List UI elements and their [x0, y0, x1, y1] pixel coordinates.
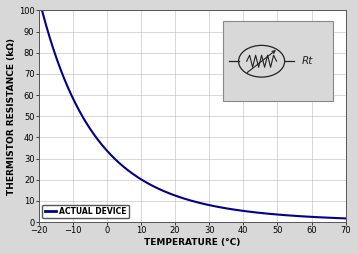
X-axis label: TEMPERATURE (°C): TEMPERATURE (°C) — [144, 238, 240, 247]
FancyBboxPatch shape — [223, 21, 333, 101]
Y-axis label: THERMISTOR RESISTANCE (kΩ): THERMISTOR RESISTANCE (kΩ) — [7, 38, 16, 195]
Text: Rt: Rt — [301, 56, 313, 66]
Legend: ACTUAL DEVICE: ACTUAL DEVICE — [43, 205, 129, 218]
